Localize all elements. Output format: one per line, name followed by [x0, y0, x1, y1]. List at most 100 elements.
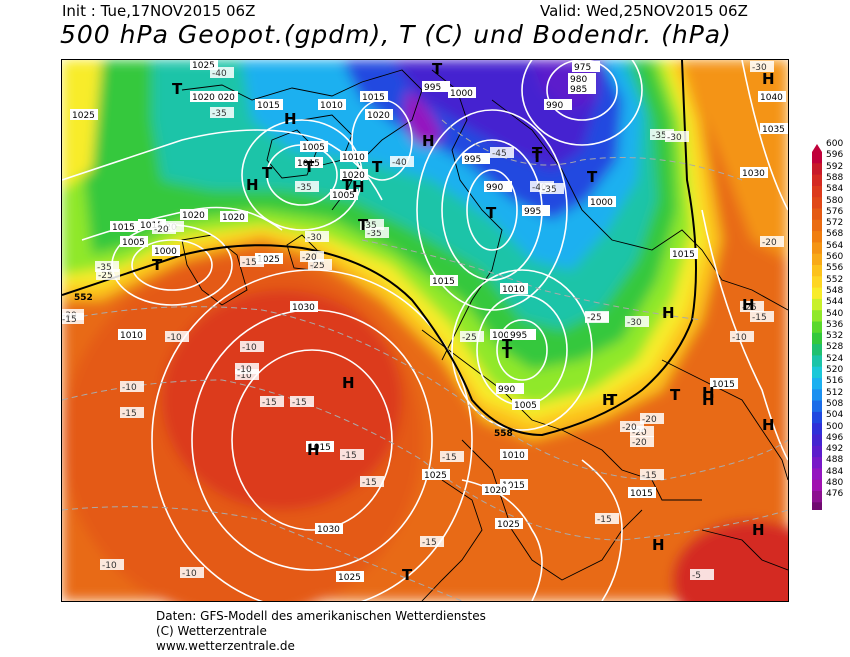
temperature-label: -30	[752, 63, 767, 73]
temp-label-bg	[640, 469, 664, 480]
pressure-label-bg	[484, 181, 512, 192]
legend-swatch	[812, 197, 822, 209]
pressure-label-bg	[670, 248, 698, 259]
temp-label-bg	[210, 67, 234, 78]
pressure-label: 975	[574, 63, 591, 73]
temperature-label: -15	[242, 258, 257, 268]
temp-label-bg	[308, 259, 332, 270]
high-pressure-marker: H	[307, 441, 320, 459]
low-pressure-marker: T	[372, 158, 383, 176]
legend-value: 532	[826, 331, 844, 342]
pressure-label: 1015	[257, 101, 280, 111]
high-pressure-marker: H	[422, 132, 435, 150]
temp-label-bg	[750, 311, 774, 322]
temp-label-bg	[460, 331, 484, 342]
temperature-label: -15	[292, 398, 307, 408]
temp-label-bg	[625, 316, 649, 327]
temperature-label: -10	[122, 383, 137, 393]
temperature-label: -10	[182, 569, 197, 579]
temp-label-bg	[95, 261, 119, 272]
low-pressure-marker: T	[532, 148, 543, 166]
pressure-label: 1030	[742, 169, 765, 179]
pressure-label: 995	[524, 207, 541, 217]
legend-swatch	[812, 389, 822, 402]
pressure-label: 1015	[502, 481, 525, 491]
legend-value: 548	[826, 285, 844, 296]
pressure-label-bg	[430, 275, 458, 286]
legend-value: 600	[826, 139, 844, 149]
pressure-label-bg	[330, 189, 358, 200]
temperature-label: -35	[652, 131, 667, 141]
pressure-label-bg	[152, 245, 180, 256]
legend-swatch	[812, 502, 822, 510]
temperature-label: -10	[102, 561, 117, 571]
pressure-label: 990	[486, 183, 503, 193]
legend-swatch	[812, 423, 822, 435]
temp-label-bg	[595, 513, 619, 524]
pressure-label: 1010	[342, 153, 365, 163]
temp-label-bg	[630, 436, 654, 447]
temperature-label: -20	[154, 225, 169, 235]
legend-swatch	[812, 287, 822, 300]
legend-swatch	[812, 276, 822, 289]
pressure-label-bg	[462, 153, 490, 164]
pressure-label: 1005	[514, 401, 537, 411]
temperature-label: -35	[542, 185, 557, 195]
pressure-label-bg	[365, 109, 393, 120]
temperature-label: -35	[212, 109, 227, 119]
temp-label-bg	[305, 231, 329, 242]
pressure-label: 1025	[338, 573, 361, 583]
pressure-label-bg	[190, 91, 218, 102]
temp-label-bg	[165, 331, 189, 342]
temp-label-bg	[340, 449, 364, 460]
legend-value: 536	[826, 319, 844, 330]
temperature-label: -35	[367, 229, 382, 239]
weather-map[interactable]: 1025 1020 1025 1020 1015 1010 1015 1020 1005 1010…	[61, 59, 789, 602]
pressure-label: 1000	[492, 331, 515, 341]
pressure-label: 1015	[112, 223, 135, 233]
temperature-labels: -40-35-35-30-35-40-45-40-35-35-30-35-20-…	[62, 61, 784, 581]
temp-label-bg	[390, 156, 414, 167]
pressure-label: 980	[570, 75, 587, 85]
pressure-label: 1010	[120, 331, 143, 341]
temperature-label: -35	[297, 183, 312, 193]
temp-label-bg	[440, 451, 464, 462]
legend-swatch	[812, 378, 822, 390]
pressure-label-bg	[306, 441, 334, 452]
temperature-label: -40	[212, 69, 227, 79]
pressure-label-bg	[340, 151, 368, 162]
credits-website[interactable]: www.wetterzentrale.de	[156, 639, 295, 653]
pressure-label: 1025	[72, 111, 95, 121]
low-pressure-marker: T	[432, 60, 443, 78]
pressure-label-bg	[336, 571, 364, 582]
legend-swatch	[812, 208, 822, 221]
pressure-label-bg	[740, 167, 768, 178]
temperature-label: -15	[362, 478, 377, 488]
temperature-label: -35	[97, 263, 112, 273]
temp-label-bg	[210, 107, 234, 118]
temp-label-bg	[120, 381, 144, 392]
temp-label-bg	[235, 369, 259, 380]
low-pressure-marker: T	[262, 164, 273, 182]
pressure-label: 1025	[424, 471, 447, 481]
legend-swatch	[812, 163, 822, 176]
pressure-label: 1025	[192, 61, 215, 71]
pressure-label: 1035	[762, 125, 785, 135]
temp-label-bg	[260, 396, 284, 407]
high-pressure-marker: H	[652, 536, 665, 554]
high-pressure-marker: H	[246, 176, 259, 194]
legend-swatch	[812, 411, 822, 424]
pressure-label-bg	[118, 329, 146, 340]
temperature-label: -10	[242, 343, 257, 353]
low-pressure-marker: T	[532, 144, 543, 162]
pressure-label: 1020	[484, 486, 507, 496]
temp-label-bg	[750, 61, 774, 72]
pressure-label-bg	[210, 91, 238, 102]
pressure-label-bg	[588, 196, 616, 207]
temperature-label: -30	[307, 233, 322, 243]
legend-value: 572	[826, 218, 844, 229]
legend-swatch	[812, 400, 822, 413]
pressure-label: 1020	[212, 93, 235, 103]
pressure-label: 1030	[292, 303, 315, 313]
